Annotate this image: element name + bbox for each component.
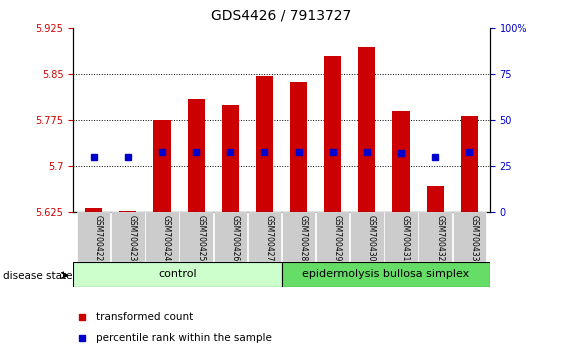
Bar (111, 212, 145, 262)
Text: GSM700426: GSM700426 (230, 215, 239, 261)
Bar (324, 56, 341, 212)
Text: GSM700431: GSM700431 (401, 215, 410, 261)
Bar (453, 212, 486, 262)
Bar (145, 212, 178, 262)
Bar (77, 212, 110, 262)
Bar (392, 111, 409, 212)
Bar (85, 208, 102, 212)
Text: GSM700425: GSM700425 (196, 215, 205, 261)
Bar (119, 211, 136, 212)
Bar (73, 262, 282, 287)
Text: disease state: disease state (3, 271, 72, 281)
Bar (256, 75, 273, 212)
Bar (187, 99, 205, 212)
Bar (461, 116, 478, 212)
Bar (290, 82, 307, 212)
Text: transformed count: transformed count (96, 312, 193, 322)
Text: epidermolysis bullosa simplex: epidermolysis bullosa simplex (302, 269, 470, 279)
Text: GSM700429: GSM700429 (333, 215, 342, 261)
Bar (350, 212, 383, 262)
Text: GSM700428: GSM700428 (298, 215, 307, 261)
Text: GSM700423: GSM700423 (128, 215, 137, 261)
Text: percentile rank within the sample: percentile rank within the sample (96, 332, 272, 343)
Text: GSM700433: GSM700433 (470, 215, 479, 261)
Text: GSM700430: GSM700430 (367, 215, 376, 261)
Text: GSM700427: GSM700427 (265, 215, 274, 261)
Bar (358, 47, 376, 212)
Bar (427, 186, 444, 212)
Bar (316, 212, 350, 262)
Bar (154, 120, 171, 212)
Bar (418, 212, 452, 262)
Text: GSM700432: GSM700432 (435, 215, 444, 261)
Text: GSM700424: GSM700424 (162, 215, 171, 261)
Text: control: control (158, 269, 196, 279)
Bar (282, 262, 490, 287)
Text: GSM700422: GSM700422 (93, 215, 102, 261)
Bar (180, 212, 213, 262)
Bar (213, 212, 247, 262)
Bar (385, 212, 418, 262)
Bar (222, 105, 239, 212)
Bar (282, 212, 315, 262)
Bar (248, 212, 281, 262)
Text: GDS4426 / 7913727: GDS4426 / 7913727 (211, 9, 352, 23)
